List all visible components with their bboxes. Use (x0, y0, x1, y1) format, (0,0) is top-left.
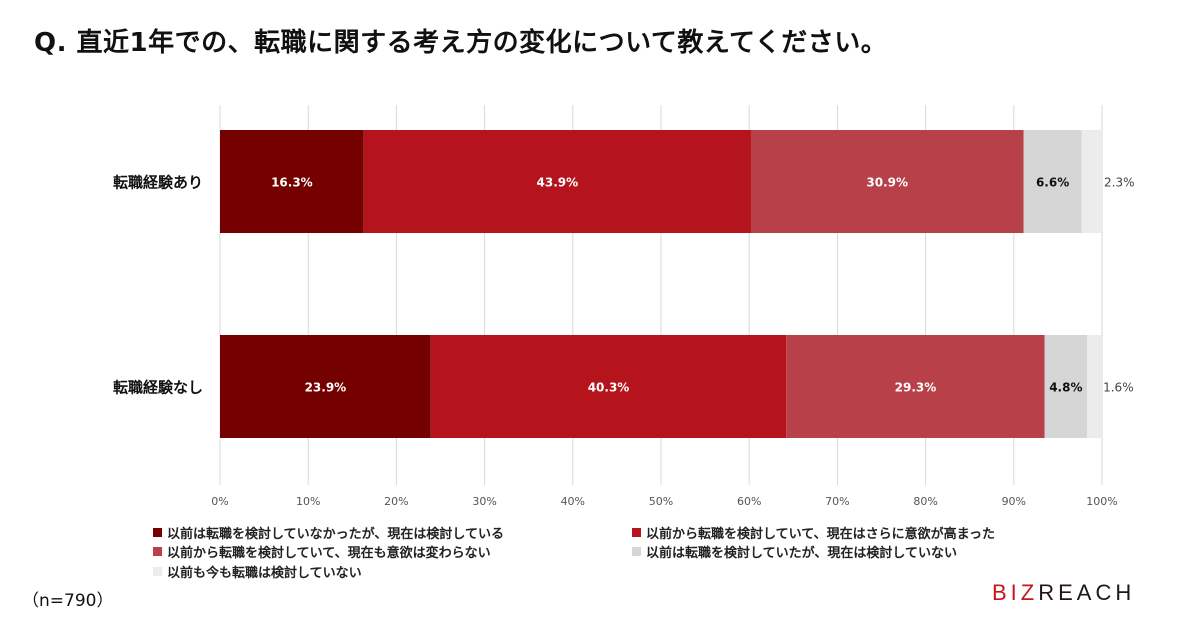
category-label: 転職経験なし (113, 379, 203, 397)
chart-title: Q. 直近1年での、転職に関する考え方の変化について教えてください。 (34, 28, 888, 58)
legend-item: 以前は転職を検討していたが、現在は検討していない (632, 542, 957, 561)
legend-swatch (632, 547, 641, 556)
data-label: 4.8% (1049, 381, 1082, 395)
bar-segment (750, 130, 1024, 233)
legend-item: 以前から転職を検討していて、現在はさらに意欲が高まった (632, 523, 995, 542)
data-label: 43.9% (537, 176, 579, 190)
x-tick-label: 100% (1086, 495, 1117, 508)
legend-item: 以前は転職を検討していなかったが、現在は検討している (153, 523, 504, 542)
bizreach-logo: BIZREACH (992, 580, 1136, 605)
bar-segment (220, 130, 364, 233)
bar-segment (1081, 130, 1102, 233)
legend-item: 以前から転職を検討していて、現在も意欲は変わらない (153, 542, 491, 561)
stacked-bar-chart: 0% 10% 20% 30% 40% 50% 60% 70% 80% 90% 100% 転職経験あり 1… (113, 105, 1135, 508)
category-label: 転職経験あり (113, 174, 203, 192)
bar-segment (1044, 335, 1088, 438)
data-label: 1.6% (1103, 381, 1134, 395)
data-label: 23.9% (305, 381, 347, 395)
x-tick-label: 70% (825, 495, 849, 508)
bar-segment (1087, 335, 1102, 438)
legend-label: 以前から転職を検討していて、現在も意欲は変わらない (167, 546, 491, 561)
x-tick-label: 0% (211, 495, 228, 508)
legend-label: 以前から転職を検討していて、現在はさらに意欲が高まった (646, 527, 996, 542)
x-tick-label: 50% (649, 495, 673, 508)
data-label: 29.3% (895, 381, 937, 395)
legend-label: 以前は転職を検討していたが、現在は検討していない (646, 546, 957, 561)
data-label: 30.9% (866, 176, 908, 190)
x-tick-label: 40% (561, 495, 585, 508)
x-tick-label: 20% (384, 495, 408, 508)
bar-segment (786, 335, 1045, 438)
x-tick-label: 10% (296, 495, 320, 508)
data-label: 6.6% (1036, 176, 1069, 190)
legend-label: 以前は転職を検討していなかったが、現在は検討している (167, 527, 504, 542)
legend-swatch (153, 547, 162, 556)
bar-segment (1023, 130, 1082, 233)
x-tick-label: 60% (737, 495, 761, 508)
legend-label: 以前も今も転職は検討していない (167, 566, 362, 581)
legend-item: 以前も今も転職は検討していない (153, 562, 362, 581)
x-tick-label: 30% (472, 495, 496, 508)
data-label: 40.3% (588, 381, 630, 395)
sample-size-note: （n=790） (22, 591, 114, 611)
legend-swatch (632, 528, 641, 537)
data-label: 2.3% (1104, 176, 1135, 190)
x-tick-label: 90% (1002, 495, 1026, 508)
x-tick-label: 80% (913, 495, 937, 508)
bar-segment (430, 335, 787, 438)
bar-segment (363, 130, 751, 233)
data-label: 16.3% (271, 176, 313, 190)
legend-swatch (153, 567, 162, 576)
bar-segment (220, 335, 431, 438)
legend-swatch (153, 528, 162, 537)
